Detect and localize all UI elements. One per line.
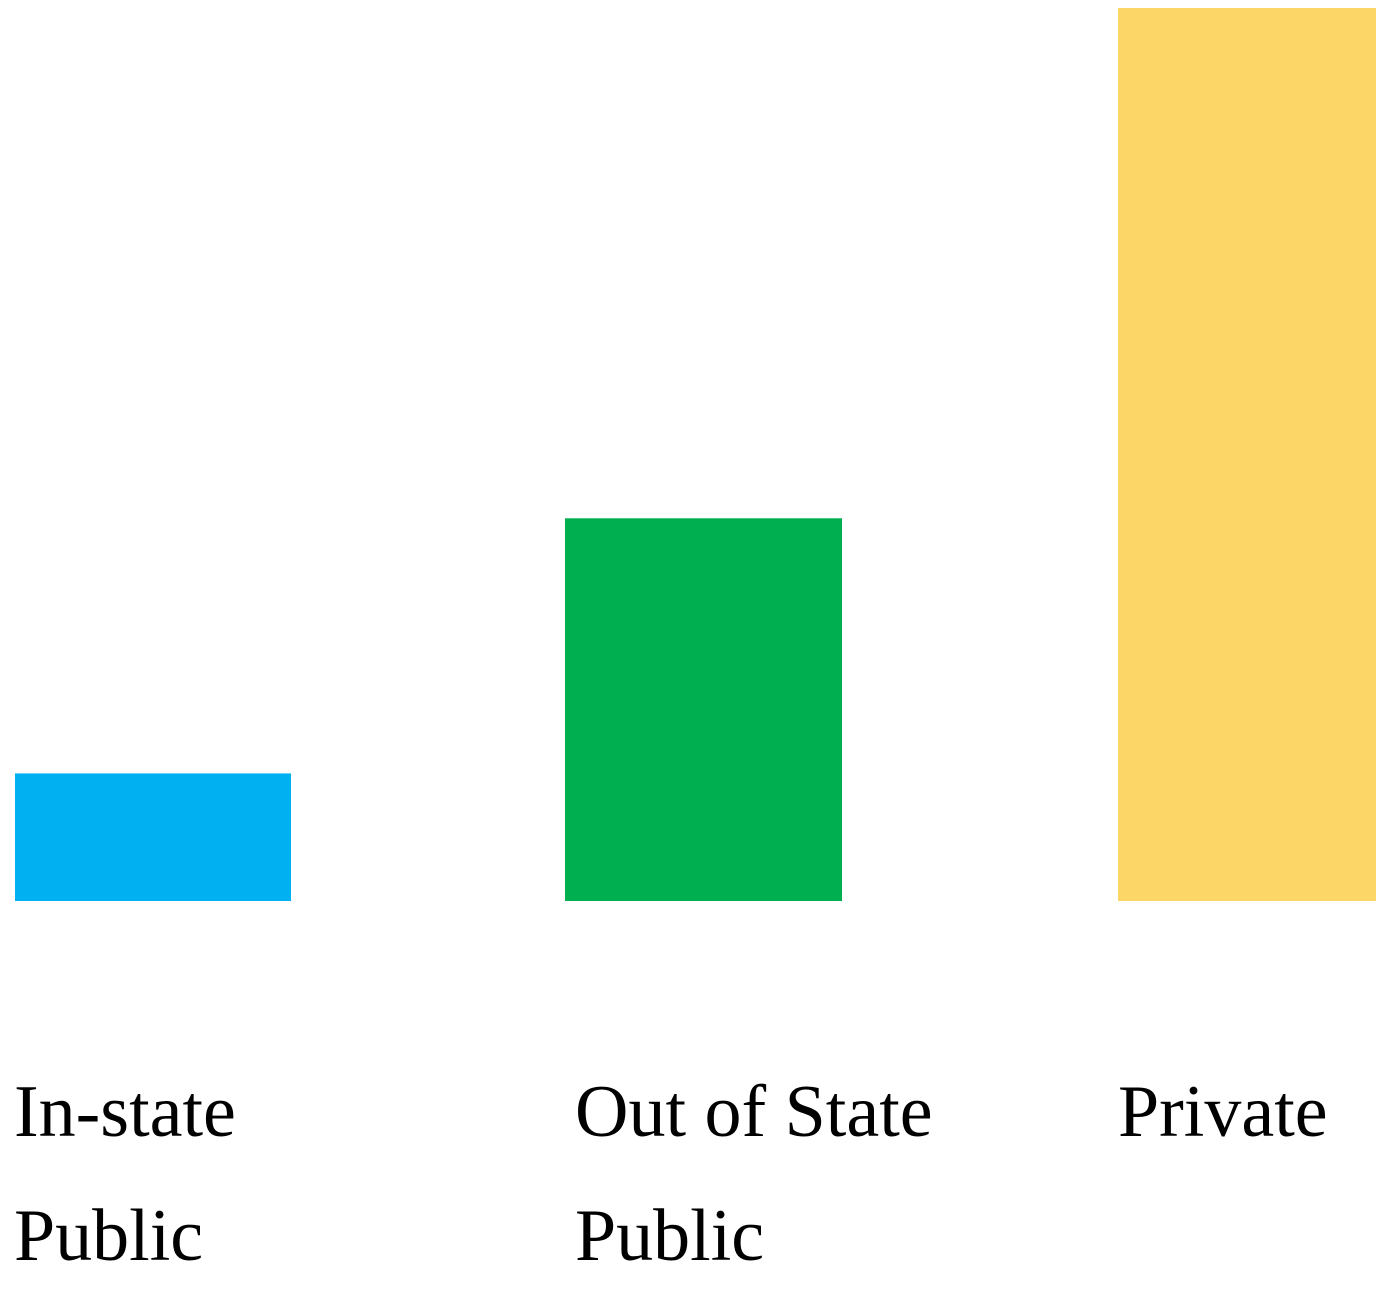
bar-private bbox=[1118, 8, 1376, 901]
category-label-out-of-state-public: Out of State Public bbox=[575, 1071, 933, 1277]
category-label-in-state-public: In-state Public bbox=[14, 1071, 236, 1277]
category-label-private: Private bbox=[1118, 1071, 1328, 1153]
bar-out-of-state-public bbox=[565, 518, 842, 901]
bars-group bbox=[15, 8, 1376, 901]
bar-in-state-public bbox=[15, 773, 291, 901]
bar-chart bbox=[15, 8, 1376, 901]
